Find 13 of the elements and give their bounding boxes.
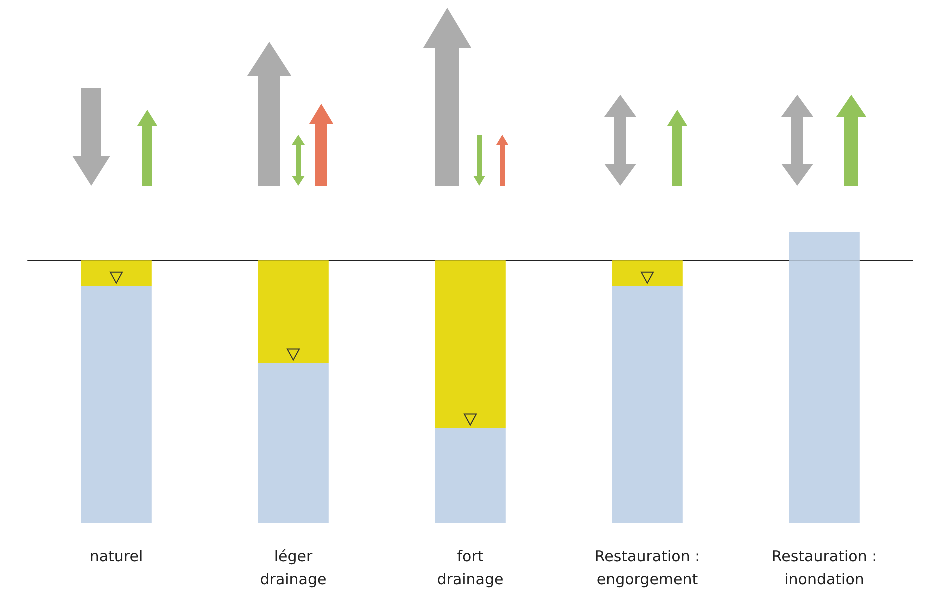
x-tick-label: Restauration : engorgement <box>594 548 700 588</box>
x-tick-label: Restauration : inondation <box>772 548 878 588</box>
x-tick-label: naturel <box>90 548 144 566</box>
bar <box>612 286 683 523</box>
bar <box>435 428 506 523</box>
bar <box>435 260 506 428</box>
x-tick-label: léger drainage <box>260 548 327 588</box>
x-tick-label: fort drainage <box>437 548 504 588</box>
bar <box>258 260 329 364</box>
bar <box>612 260 683 286</box>
bar <box>81 260 152 286</box>
bar <box>81 286 152 523</box>
bar <box>258 363 329 523</box>
